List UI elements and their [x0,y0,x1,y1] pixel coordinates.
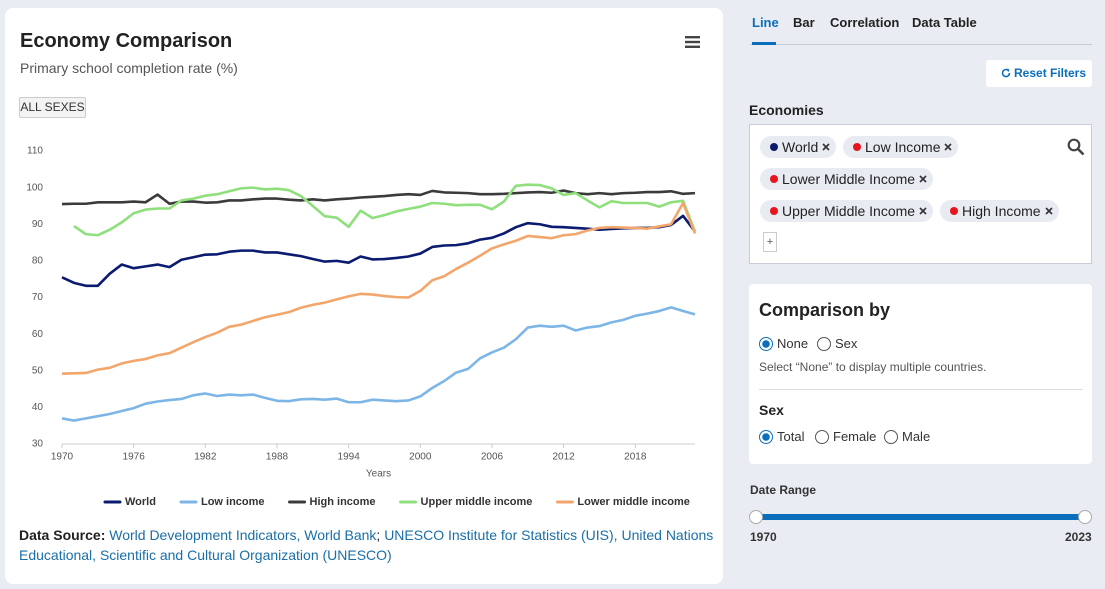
comparison-option[interactable]: None [759,336,808,352]
x-tick-label: 2006 [481,452,504,463]
date-range-title: Date Range [750,483,817,497]
date-range-track [756,514,1085,520]
chip-remove[interactable] [822,143,830,151]
chip-dot [770,175,778,183]
comparison-title: Comparison by [759,300,891,320]
legend-label: Upper middle income [421,496,533,508]
series-line [61,306,696,422]
y-tick-label: 110 [27,146,43,157]
comparison-option[interactable]: Sex [817,336,857,352]
legend-label: Low income [201,496,265,508]
reset-label: Reset Filters [1014,66,1087,80]
tab[interactable]: Data Table [912,15,977,30]
add-economy-button[interactable]: + [763,232,777,252]
sex-filter-button[interactable]: ALL SEXES [19,97,86,118]
chip-remove[interactable] [944,143,953,151]
source-label: Data Source: [19,527,106,543]
tab[interactable]: Bar [793,15,815,30]
series-line [61,214,697,288]
chip-label: Low Income [865,139,941,155]
x-tick-label: 2012 [552,452,575,463]
x-tick-label: 2000 [409,452,432,463]
comparison-note: Select “None” to display multiple countr… [759,360,987,374]
tab[interactable]: Line [752,15,779,30]
legend-label: Lower middle income [577,496,689,508]
x-tick-label: 1982 [194,452,217,463]
y-tick-label: 100 [26,182,43,193]
chip-remove[interactable] [919,207,927,215]
x-tick-label: 1994 [338,452,361,463]
y-tick-label: 60 [32,329,44,340]
date-range-max: 2023 [1065,530,1092,544]
chip-dot [770,207,778,215]
legend-label: High income [310,496,376,508]
source-separator: ; [376,527,381,543]
series-line [61,189,696,206]
y-tick-label: 50 [32,365,44,376]
x-axis-title: Years [366,469,391,480]
tab-active-indicator [752,42,776,45]
search-icon[interactable] [1067,138,1085,156]
reset-filters-button[interactable]: Reset Filters [986,60,1092,87]
date-range-min: 1970 [750,530,777,544]
card-subtitle: Primary school completion rate (%) [20,60,238,76]
card-title: Economy Comparison [20,30,233,52]
sex-option[interactable]: Total [759,429,804,445]
sex-title: Sex [759,402,784,418]
series-line [61,201,697,375]
chip-dot [950,207,958,215]
series-line [73,183,697,237]
chip-dot [853,143,861,151]
data-source: Data Source: World Development Indicator… [19,525,714,565]
legend-label: World [125,496,156,508]
source-link[interactable]: World Development Indicators, World Bank [109,527,377,543]
y-tick-label: 70 [32,292,44,303]
tab-divider [750,44,1092,45]
x-tick-label: 1976 [123,452,146,463]
economy-chip[interactable]: Lower Middle Income [760,168,934,190]
economy-chip[interactable]: High Income [940,200,1059,222]
y-tick-label: 90 [32,219,44,230]
sex-option[interactable]: Male [884,429,930,445]
date-range-handle[interactable] [749,510,763,524]
source-link[interactable]: UNESCO Institute for Statistics (UIS), U… [19,527,714,563]
economy-chip[interactable]: Low Income [843,136,959,158]
menu-icon[interactable] [685,36,700,48]
economy-chip[interactable]: Upper Middle Income [760,200,934,222]
sex-option[interactable]: Female [815,429,876,445]
y-tick-label: 30 [32,439,44,450]
chart: 30 40 50 60 70 80 90 100 110 1970 1976 1982 1988 1994… [26,146,697,508]
y-tick-label: 40 [32,402,44,413]
y-tick-label: 80 [32,256,44,267]
divider [759,389,1083,390]
chip-label: Lower Middle Income [782,171,916,187]
tab[interactable]: Correlation [830,15,900,30]
x-tick-label: 2018 [624,452,647,463]
chip-dot [770,143,778,151]
economy-chip[interactable]: World [760,136,837,158]
x-tick-label: 1970 [51,452,74,463]
economies-label: Economies [749,102,824,118]
x-tick-label: 1988 [266,452,289,463]
comparison-card [749,284,1092,464]
chip-label: Upper Middle Income [782,203,916,219]
chip-label: World [782,139,819,155]
date-range-handle[interactable] [1078,510,1092,524]
reset-icon [1001,68,1011,78]
chip-remove[interactable] [919,175,927,183]
chip-label: High Income [962,203,1041,219]
chip-remove[interactable] [1045,207,1053,215]
chart-card [5,8,723,584]
